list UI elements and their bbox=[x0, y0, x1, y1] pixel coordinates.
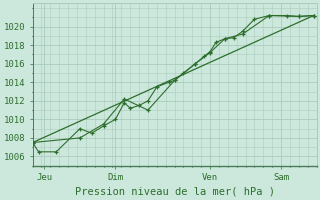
X-axis label: Pression niveau de la mer( hPa ): Pression niveau de la mer( hPa ) bbox=[75, 187, 275, 197]
